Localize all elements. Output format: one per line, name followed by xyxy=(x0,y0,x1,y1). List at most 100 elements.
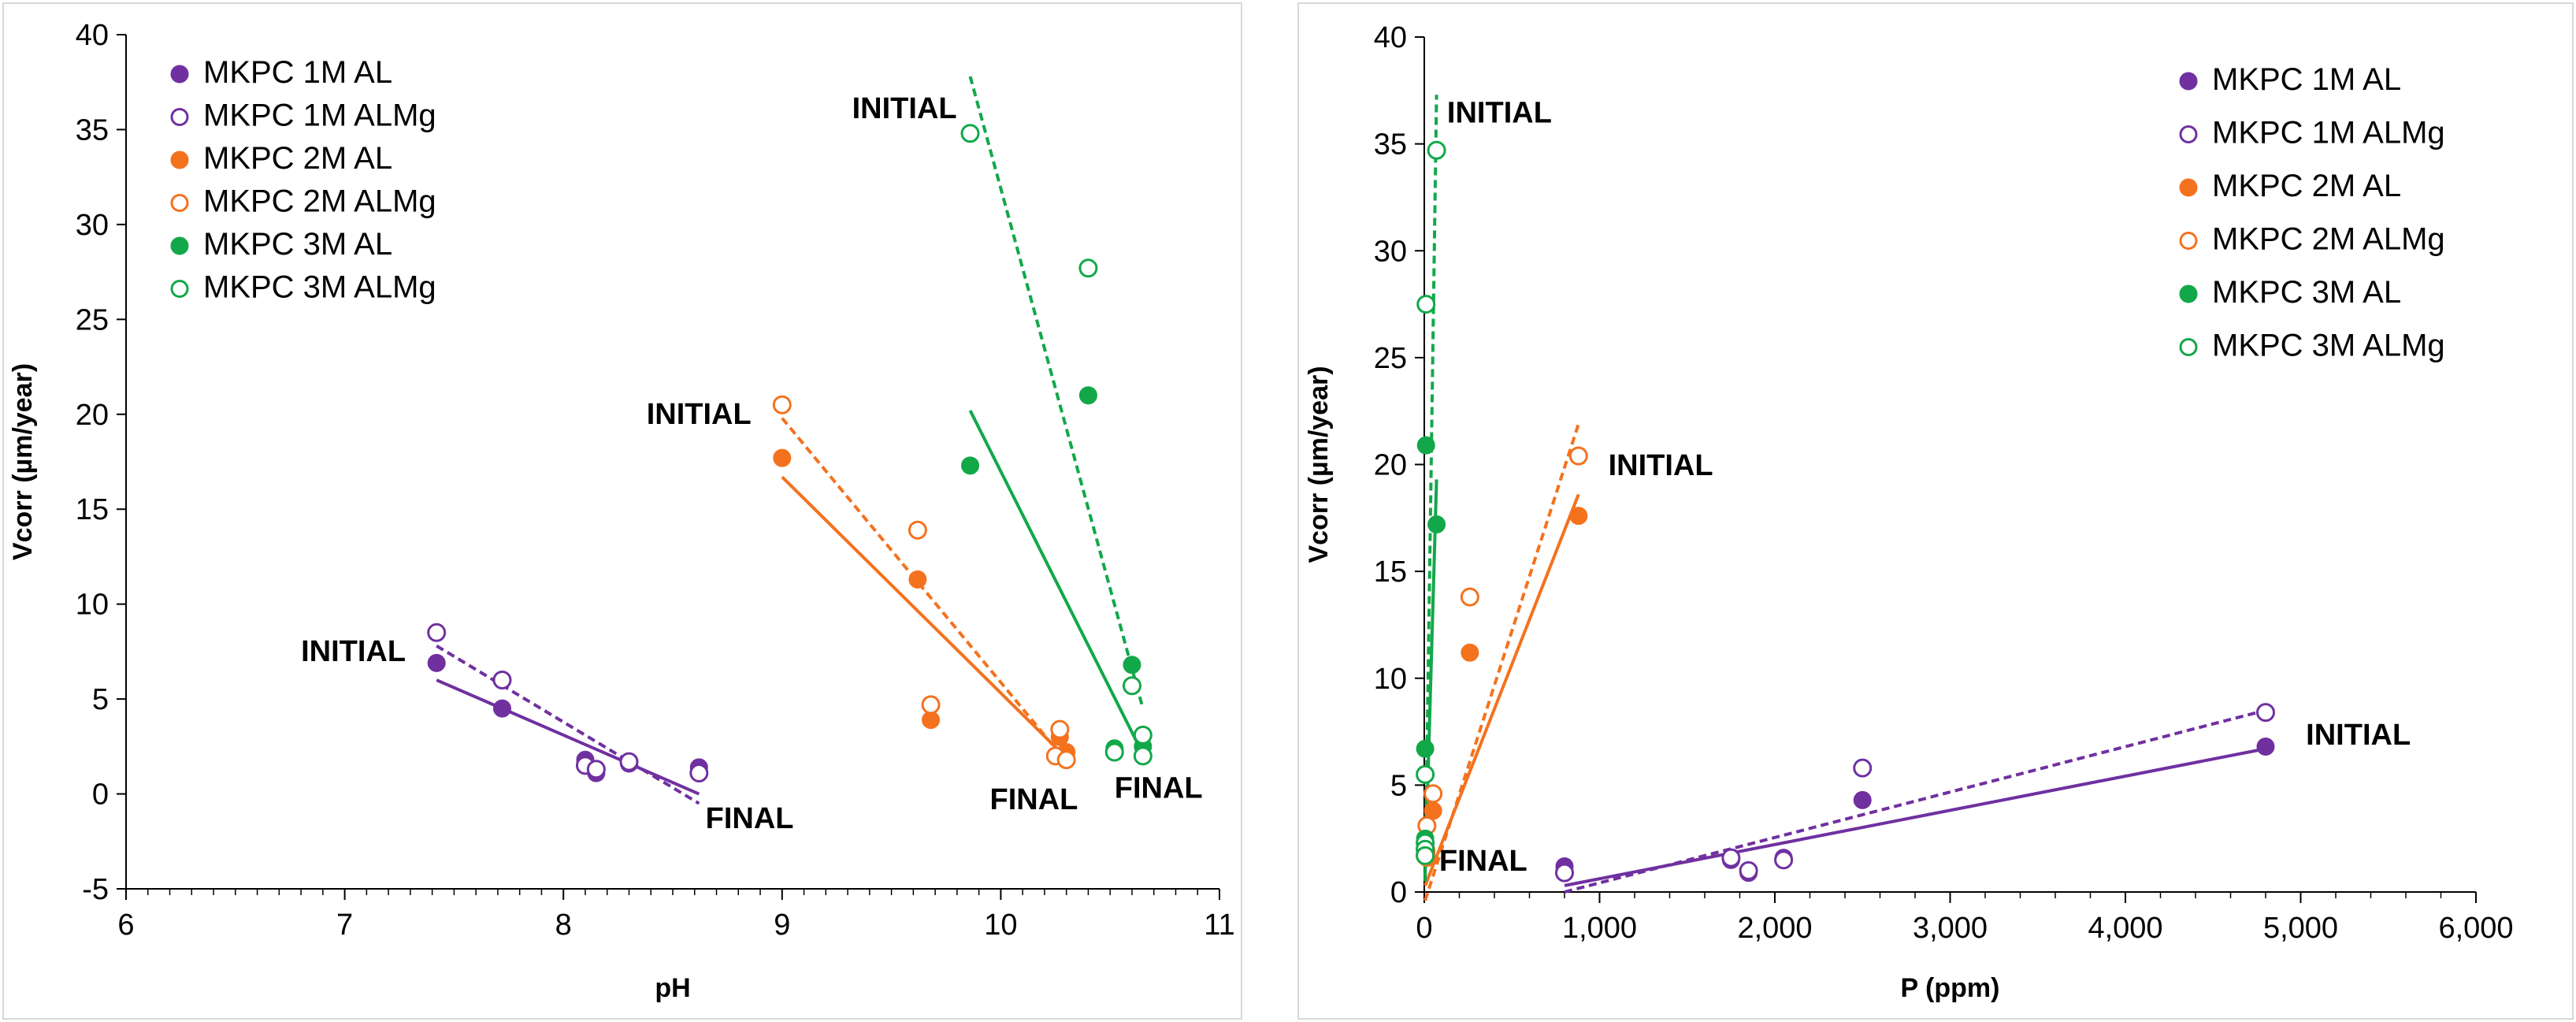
data-point xyxy=(1423,801,1442,820)
legend-marker xyxy=(2179,125,2198,143)
data-point xyxy=(427,653,446,672)
annotation-label: INITIAL xyxy=(2306,719,2411,752)
x-tick-label: 4,000 xyxy=(2088,912,2162,945)
legend-marker xyxy=(2179,72,2198,91)
x-tick-label: 2,000 xyxy=(1737,912,1812,945)
trendline-mkpc-1m-al xyxy=(436,678,700,796)
x-tick-label: 0 xyxy=(1416,912,1432,945)
legend-label: MKPC 2M AL xyxy=(2212,169,2401,203)
y-tick-label: 15 xyxy=(76,493,109,526)
data-point xyxy=(1853,790,1872,809)
annotation-label: FINAL xyxy=(1115,771,1203,805)
data-point xyxy=(2256,738,2275,756)
data-point xyxy=(1555,863,1574,883)
legend-label: MKPC 3M ALMg xyxy=(203,270,436,305)
data-point xyxy=(2256,703,2275,723)
annotation-label: FINAL xyxy=(990,783,1078,816)
trendline-mkpc-3m-al xyxy=(968,410,1145,755)
x-tick-label: 7 xyxy=(336,909,353,942)
legend-label: MKPC 2M AL xyxy=(203,141,392,176)
data-point xyxy=(772,395,792,414)
data-point xyxy=(1853,758,1873,778)
x-tick-label: 3,000 xyxy=(1913,912,1988,945)
legend-label: MKPC 1M ALMg xyxy=(203,98,436,133)
y-tick-label: 10 xyxy=(76,589,109,622)
data-point xyxy=(492,699,511,718)
data-point xyxy=(773,448,792,467)
annotation-label: FINAL xyxy=(706,802,794,835)
data-point xyxy=(922,711,941,730)
x-tick-label: 10 xyxy=(984,909,1017,942)
y-tick-label: 20 xyxy=(1374,449,1407,482)
data-point xyxy=(1416,764,1435,784)
data-point xyxy=(1569,507,1588,526)
annotation-label: INITIAL xyxy=(1609,449,1713,482)
y-tick-label: 20 xyxy=(76,399,109,432)
x-tick-label: 6 xyxy=(117,909,134,942)
annotation-label: INITIAL xyxy=(647,398,752,431)
x-tick-label: 11 xyxy=(1204,909,1234,942)
data-point xyxy=(1427,515,1446,533)
y-tick-label: 30 xyxy=(76,209,109,242)
data-point xyxy=(1423,784,1443,804)
data-point xyxy=(1104,742,1124,762)
legend-marker xyxy=(170,151,189,169)
y-tick-label: 0 xyxy=(92,779,109,812)
legend-marker xyxy=(170,108,189,126)
legend-marker xyxy=(2179,178,2198,197)
legend-label: MKPC 3M ALMg xyxy=(2212,329,2445,363)
x-tick-label: 6,000 xyxy=(2438,912,2513,945)
legend-label: MKPC 1M AL xyxy=(203,55,392,90)
legend-marker xyxy=(170,236,189,255)
x-axis-title: P (ppm) xyxy=(1901,973,2000,1003)
y-tick-label: 35 xyxy=(76,113,109,147)
ph-chart: -5 0 5 10 15 20 25 30 35 40 6 7 8 9 10 11 pH Vcorr (µm/ye… xyxy=(2,2,1242,1020)
legend-label: MKPC 3M AL xyxy=(2212,275,2401,310)
data-point xyxy=(1133,725,1153,745)
data-point xyxy=(1122,676,1141,696)
y-axis-title: Vcorr (µm/year) xyxy=(8,363,38,560)
legend-marker xyxy=(2179,232,2198,250)
trendline-mkpc-2m-al xyxy=(1423,493,1580,886)
data-point xyxy=(1427,140,1446,160)
y-tick-label: 5 xyxy=(92,683,109,716)
y-tick-label: 40 xyxy=(76,19,109,52)
data-point xyxy=(1123,656,1141,675)
data-point xyxy=(1078,258,1098,278)
annotation-label: INITIAL xyxy=(301,635,406,668)
data-point xyxy=(492,671,512,690)
y-axis-title: Vcorr (µm/year) xyxy=(1304,366,1334,563)
y-tick-label: 5 xyxy=(1390,769,1407,802)
legend-label: MKPC 2M ALMg xyxy=(2212,222,2445,257)
data-point xyxy=(1416,739,1435,758)
legend-marker xyxy=(2179,284,2198,303)
trendline-mkpc-3m-almg xyxy=(968,76,1145,709)
x-tick-label: 1,000 xyxy=(1562,912,1637,945)
chart-frame xyxy=(2,2,1242,1020)
chart-frame xyxy=(1297,2,2574,1020)
y-tick-label: 35 xyxy=(1374,128,1407,162)
data-point xyxy=(619,752,639,771)
data-point xyxy=(1739,860,1758,880)
data-point xyxy=(1133,746,1153,766)
data-point xyxy=(1568,446,1588,466)
x-axis-title: pH xyxy=(655,973,690,1003)
y-tick-label: 30 xyxy=(1374,235,1407,268)
data-point xyxy=(921,695,941,715)
data-point xyxy=(586,760,606,779)
data-point xyxy=(1721,848,1741,868)
data-point xyxy=(1056,750,1076,770)
trendline-mkpc-1m-almg xyxy=(436,644,700,805)
data-point xyxy=(427,622,447,642)
x-tick-label: 8 xyxy=(555,909,572,942)
data-point xyxy=(961,456,980,475)
y-tick-label: 40 xyxy=(1374,21,1407,54)
trendline-mkpc-1m-almg xyxy=(1564,708,2266,894)
x-tick-label: 9 xyxy=(774,909,790,942)
data-point xyxy=(1461,643,1479,662)
legend-label: MKPC 1M AL xyxy=(2212,62,2401,97)
y-tick-label: 0 xyxy=(1390,876,1407,909)
annotation-label: INITIAL xyxy=(1447,97,1552,130)
y-tick-label: 10 xyxy=(1374,663,1407,696)
legend-marker xyxy=(170,194,189,212)
